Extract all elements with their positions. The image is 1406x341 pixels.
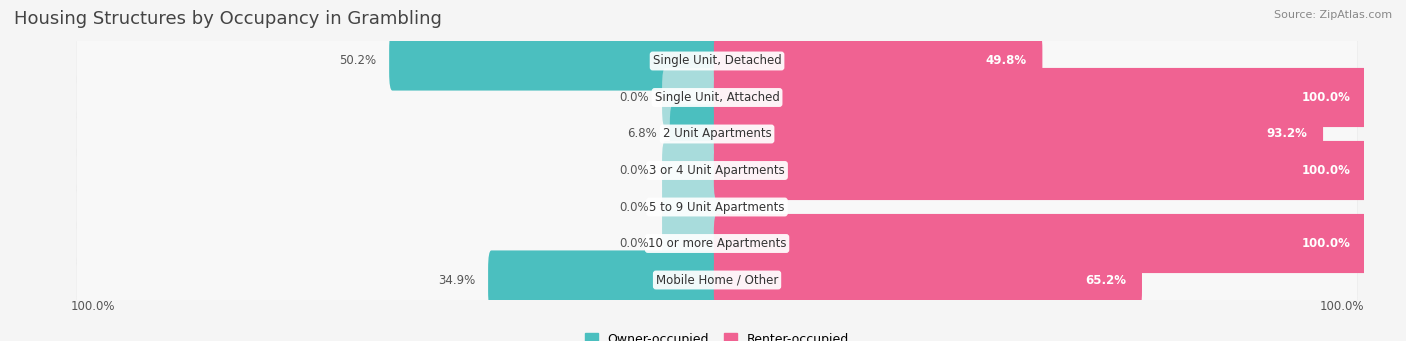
- Text: 49.8%: 49.8%: [986, 55, 1026, 68]
- FancyBboxPatch shape: [77, 29, 1357, 93]
- Text: Single Unit, Detached: Single Unit, Detached: [652, 55, 782, 68]
- FancyBboxPatch shape: [77, 248, 1357, 312]
- FancyBboxPatch shape: [662, 177, 720, 237]
- FancyBboxPatch shape: [77, 247, 1357, 313]
- Text: 0.0%: 0.0%: [620, 164, 650, 177]
- Text: 100.0%: 100.0%: [1302, 91, 1351, 104]
- Text: Single Unit, Attached: Single Unit, Attached: [655, 91, 779, 104]
- FancyBboxPatch shape: [389, 31, 720, 91]
- Text: 100.0%: 100.0%: [1302, 237, 1351, 250]
- Text: 0.0%: 0.0%: [620, 201, 650, 213]
- FancyBboxPatch shape: [714, 214, 1367, 273]
- FancyBboxPatch shape: [714, 141, 1367, 200]
- FancyBboxPatch shape: [77, 28, 1357, 94]
- Text: 3 or 4 Unit Apartments: 3 or 4 Unit Apartments: [650, 164, 785, 177]
- Text: 2 Unit Apartments: 2 Unit Apartments: [662, 128, 772, 140]
- Text: 6.8%: 6.8%: [627, 128, 657, 140]
- FancyBboxPatch shape: [77, 101, 1357, 167]
- FancyBboxPatch shape: [77, 138, 1357, 202]
- FancyBboxPatch shape: [77, 65, 1357, 129]
- Text: 100.0%: 100.0%: [1302, 164, 1351, 177]
- FancyBboxPatch shape: [714, 250, 1142, 310]
- FancyBboxPatch shape: [662, 214, 720, 273]
- FancyBboxPatch shape: [77, 102, 1357, 166]
- Text: 5 to 9 Unit Apartments: 5 to 9 Unit Apartments: [650, 201, 785, 213]
- Text: Source: ZipAtlas.com: Source: ZipAtlas.com: [1274, 10, 1392, 20]
- Text: 0.0%: 0.0%: [620, 91, 650, 104]
- FancyBboxPatch shape: [714, 104, 1323, 164]
- FancyBboxPatch shape: [714, 68, 1367, 127]
- FancyBboxPatch shape: [77, 210, 1357, 277]
- Text: 10 or more Apartments: 10 or more Apartments: [648, 237, 786, 250]
- FancyBboxPatch shape: [714, 31, 1042, 91]
- Text: 100.0%: 100.0%: [1319, 300, 1364, 313]
- Text: Housing Structures by Occupancy in Grambling: Housing Structures by Occupancy in Gramb…: [14, 10, 441, 28]
- Text: 34.9%: 34.9%: [437, 273, 475, 286]
- FancyBboxPatch shape: [77, 175, 1357, 239]
- FancyBboxPatch shape: [77, 64, 1357, 131]
- FancyBboxPatch shape: [669, 104, 720, 164]
- FancyBboxPatch shape: [77, 174, 1357, 240]
- FancyBboxPatch shape: [662, 68, 720, 127]
- Text: 65.2%: 65.2%: [1085, 273, 1126, 286]
- Legend: Owner-occupied, Renter-occupied: Owner-occupied, Renter-occupied: [581, 328, 853, 341]
- Text: 0.0%: 0.0%: [620, 237, 650, 250]
- Text: 50.2%: 50.2%: [339, 55, 377, 68]
- Text: Mobile Home / Other: Mobile Home / Other: [655, 273, 779, 286]
- FancyBboxPatch shape: [77, 137, 1357, 204]
- FancyBboxPatch shape: [77, 211, 1357, 275]
- Text: 93.2%: 93.2%: [1265, 128, 1308, 140]
- FancyBboxPatch shape: [488, 250, 720, 310]
- Text: 100.0%: 100.0%: [70, 300, 115, 313]
- FancyBboxPatch shape: [662, 141, 720, 200]
